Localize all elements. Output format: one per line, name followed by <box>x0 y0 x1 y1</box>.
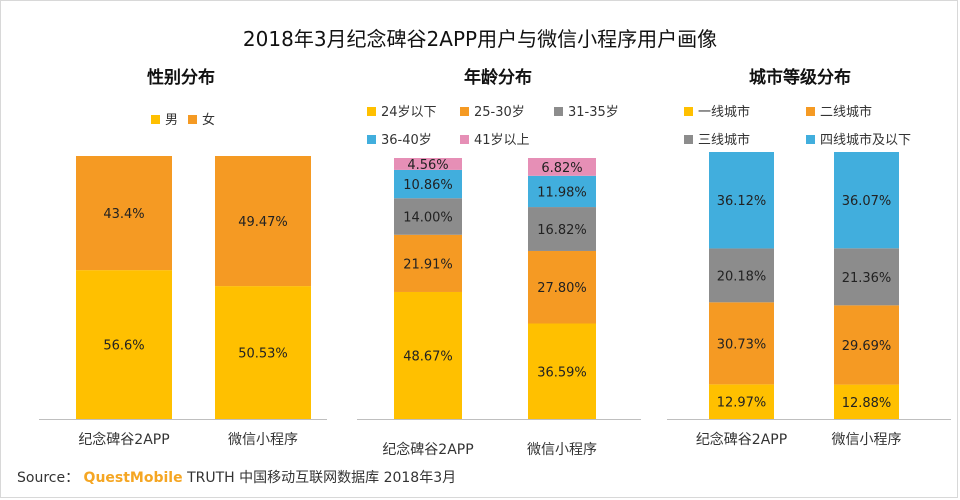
legend-label: 女 <box>202 112 215 128</box>
data-label: 4.56% <box>407 158 448 173</box>
data-label: 48.67% <box>403 349 453 364</box>
category-label: 纪念碑谷2APP <box>78 431 169 448</box>
data-label: 10.86% <box>403 178 453 193</box>
legend-swatch <box>684 135 693 144</box>
bar-segment <box>834 248 899 306</box>
legend-label: 二线城市 <box>820 104 872 120</box>
legend-label: 31-35岁 <box>568 105 619 120</box>
legend-swatch <box>460 107 469 116</box>
data-label: 36.12% <box>717 194 767 209</box>
bar-segment <box>76 156 172 271</box>
legend-swatch <box>188 115 197 124</box>
legend-label: 24岁以下 <box>381 105 437 120</box>
source-note: Source： QuestMobile TRUTH 中国移动互联网数据库 201… <box>17 467 456 487</box>
data-label: 12.97% <box>717 396 767 411</box>
data-label: 27.80% <box>537 281 587 296</box>
bar-segment <box>834 305 899 385</box>
bar-segment <box>709 302 774 385</box>
bar-segment <box>528 207 596 251</box>
legend-swatch <box>460 135 469 144</box>
bar-segment <box>709 152 774 249</box>
data-label: 50.53% <box>238 347 288 362</box>
bar-segment <box>528 323 596 419</box>
legend-label: 25-30岁 <box>474 105 525 120</box>
legend-label: 四线城市及以下 <box>820 132 911 148</box>
bar-segment <box>215 286 311 419</box>
source-brand: QuestMobile <box>83 470 183 486</box>
data-label: 29.69% <box>842 339 892 354</box>
bar-segment <box>215 156 311 287</box>
data-label: 36.59% <box>537 365 587 380</box>
legend-swatch <box>367 135 376 144</box>
panel-title: 城市等级分布 <box>749 67 851 88</box>
legend-swatch <box>806 135 815 144</box>
legend-swatch <box>684 107 693 116</box>
category-label: 纪念碑谷2APP <box>382 441 473 458</box>
bar-segment <box>834 384 899 419</box>
data-label: 11.98% <box>537 185 587 200</box>
data-label: 36.07% <box>842 194 892 209</box>
bar-segment <box>834 152 899 249</box>
panel-title: 年龄分布 <box>464 67 532 88</box>
bar-segment <box>528 175 596 208</box>
legend-label: 三线城市 <box>698 132 750 148</box>
data-label: 16.82% <box>537 223 587 238</box>
legend-swatch <box>367 107 376 116</box>
bar-segment <box>76 270 172 419</box>
page-title: 2018年3月纪念碑谷2APP用户与微信小程序用户画像 <box>242 27 718 51</box>
category-label: 微信小程序 <box>527 442 597 458</box>
legend-label: 男 <box>165 113 178 128</box>
data-label: 14.00% <box>403 211 453 226</box>
bar-segment <box>709 384 774 419</box>
category-label: 微信小程序 <box>228 432 298 448</box>
data-label: 20.18% <box>717 269 767 284</box>
bar-segment <box>394 198 462 235</box>
category-label: 微信小程序 <box>832 432 902 448</box>
bar-segment <box>394 169 462 199</box>
source-label: Source： <box>17 470 80 486</box>
data-label: 56.6% <box>103 339 144 354</box>
bar-segment <box>528 158 596 176</box>
data-label: 12.88% <box>842 396 892 411</box>
data-label: 30.73% <box>717 337 767 352</box>
legend-swatch <box>554 107 563 116</box>
data-label: 43.4% <box>103 207 144 222</box>
panel-title: 性别分布 <box>147 67 215 88</box>
legend-label: 一线城市 <box>698 104 750 120</box>
source-text: TRUTH 中国移动互联网数据库 2018年3月 <box>187 470 457 486</box>
bar-segment <box>394 234 462 292</box>
legend-swatch <box>806 107 815 116</box>
legend-label: 41岁以上 <box>474 133 530 148</box>
data-label: 21.91% <box>403 257 453 272</box>
data-label: 6.82% <box>541 161 582 176</box>
category-label: 纪念碑谷2APP <box>696 431 787 448</box>
bar-segment <box>709 248 774 303</box>
bar-segment <box>394 158 462 170</box>
legend-label: 36-40岁 <box>381 133 432 148</box>
data-label: 21.36% <box>842 271 892 286</box>
data-label: 49.47% <box>238 215 288 230</box>
bar-segment <box>528 250 596 324</box>
bar-segment <box>394 291 462 419</box>
legend-swatch <box>151 115 160 124</box>
